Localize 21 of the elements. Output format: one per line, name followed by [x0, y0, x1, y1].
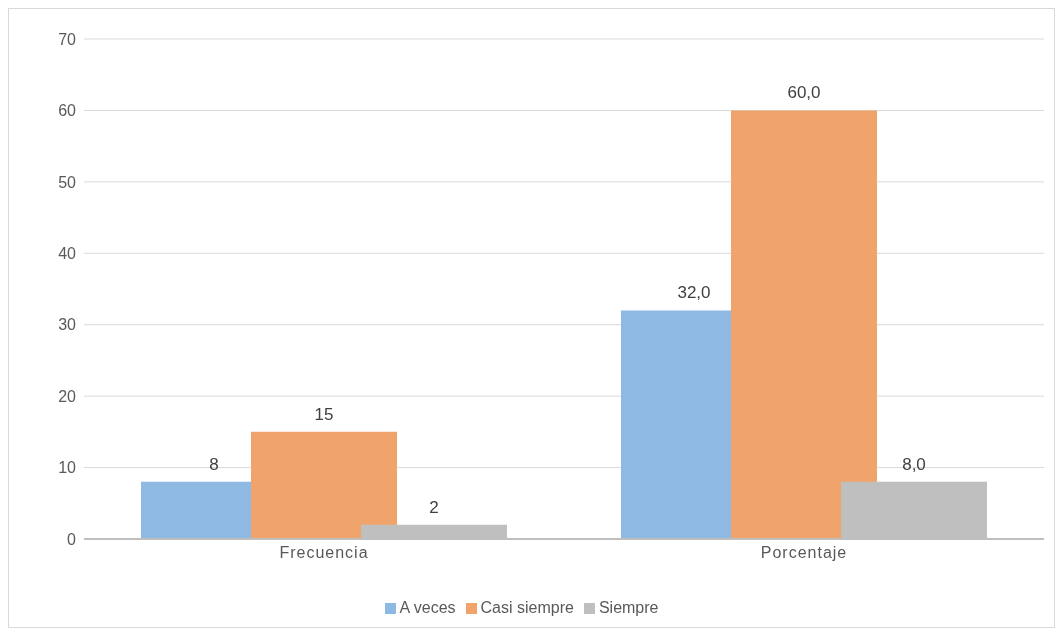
data-label: 15 [314, 404, 334, 424]
legend-label: Casi siempre [480, 599, 574, 616]
y-tick-label: 0 [67, 530, 77, 548]
y-tick-label: 50 [58, 173, 77, 191]
y-tick-label: 70 [58, 30, 77, 48]
data-label: 8 [209, 454, 219, 474]
y-tick-label: 60 [58, 102, 77, 120]
bar [251, 431, 397, 539]
data-label: 60,0 [787, 83, 821, 103]
data-label: 8,0 [902, 454, 926, 474]
data-label: 32,0 [677, 283, 711, 303]
y-tick-label: 10 [58, 459, 77, 477]
legend-label: Siempre [598, 599, 659, 616]
x-tick-label: Porcentaje [760, 544, 848, 562]
y-tick-label: 30 [58, 316, 77, 334]
data-label: 2 [429, 497, 439, 517]
legend-label: A veces [399, 599, 456, 616]
x-tick-label: Frecuencia [279, 544, 369, 562]
y-tick-label: 40 [58, 244, 77, 262]
y-tick-label: 20 [58, 387, 77, 405]
bar [731, 110, 877, 539]
